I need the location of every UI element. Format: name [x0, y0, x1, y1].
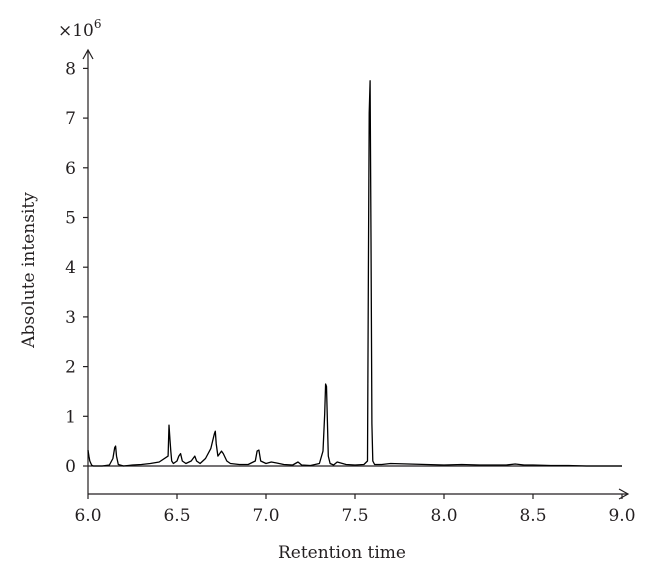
x-tick-label: 6.0: [74, 506, 101, 526]
y-tick-label: 6: [65, 159, 76, 179]
y-ticks: 0 1 2 3 4 5 6 7 8: [65, 59, 88, 477]
axes: [82, 48, 630, 500]
x-tick-label: 6.5: [163, 506, 190, 526]
plot-area: [87, 80, 622, 467]
x-tick-label: 8.0: [430, 506, 457, 526]
x-axis-label: Retention time: [278, 543, 406, 563]
y-tick-label: 0: [65, 457, 76, 477]
series-line: [87, 80, 622, 467]
y-multiplier-base: ×10: [58, 21, 94, 41]
x-tick-label: 9.0: [608, 506, 635, 526]
y-tick-label: 7: [65, 109, 76, 129]
y-tick-label: 3: [65, 308, 76, 328]
y-tick-label: 8: [65, 59, 76, 79]
x-ticks: 6.0 6.5 7.0 7.5 8.0 8.5 9.0: [74, 494, 636, 526]
y-axis-label: Absolute intensity: [19, 192, 39, 349]
x-tick-label: 7.5: [341, 506, 368, 526]
y-tick-label: 5: [65, 209, 76, 229]
y-tick-label: 1: [65, 407, 76, 427]
y-multiplier-label: ×106: [58, 17, 102, 41]
y-tick-label: 4: [65, 258, 76, 278]
y-tick-label: 2: [65, 358, 76, 378]
x-tick-label: 7.0: [252, 506, 279, 526]
y-axis-arrow: [82, 48, 94, 60]
x-tick-label: 8.5: [519, 506, 546, 526]
y-multiplier-exponent: 6: [94, 17, 102, 31]
